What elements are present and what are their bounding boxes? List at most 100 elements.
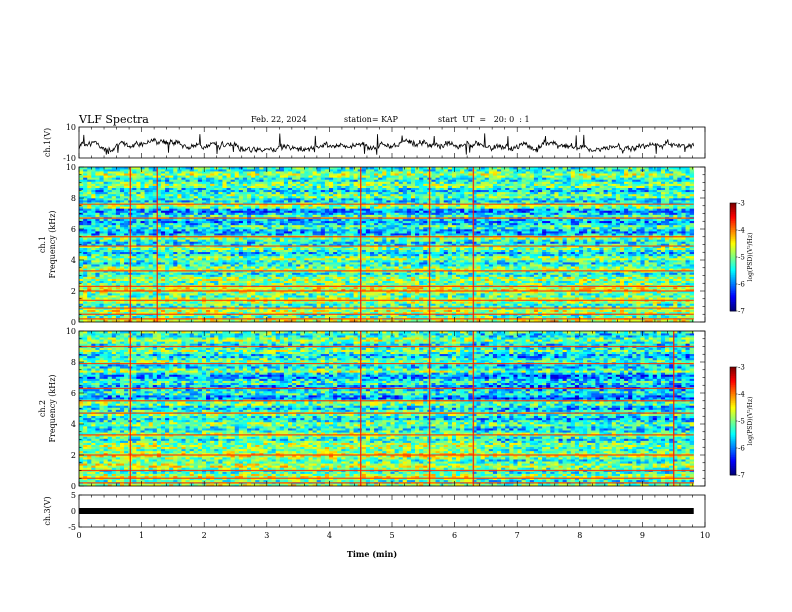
spectrogram-cell — [595, 260, 600, 263]
spectrogram-cell — [390, 280, 395, 284]
spectrogram-cell — [554, 319, 559, 323]
spectrogram-cell — [197, 260, 203, 263]
spectrogram-cell — [443, 274, 449, 277]
spectrogram-cell — [124, 305, 129, 308]
spectrogram-cell — [263, 253, 268, 257]
spectrogram-cell — [222, 268, 227, 271]
spectrogram-cell — [152, 293, 158, 296]
spectrogram-cell — [570, 286, 576, 290]
spectrogram-cell — [660, 280, 666, 284]
spectrogram-cell — [173, 315, 178, 319]
spectrogram-cell — [111, 266, 117, 269]
spectrogram-cell — [562, 315, 567, 319]
spectrogram-cell — [636, 295, 641, 298]
spectrogram-cell — [521, 297, 527, 300]
spectrogram-cell — [324, 293, 330, 296]
spectrogram-cell — [648, 268, 654, 271]
spectrogram-cell — [144, 305, 149, 308]
spectrogram-cell — [472, 278, 477, 281]
spectrogram-cell — [136, 268, 141, 271]
spectrogram-cell — [173, 295, 178, 298]
spectrogram-cell — [251, 255, 256, 259]
spectrogram-cell — [468, 319, 473, 323]
spectrogram-cell — [181, 257, 186, 261]
spectrogram-cell — [570, 319, 576, 323]
spectrogram-cell — [492, 288, 498, 292]
spectrogram-cell — [615, 311, 621, 315]
spectrogram-cell — [517, 297, 522, 300]
spectrogram-cell — [447, 307, 453, 310]
spectrogram-cell — [251, 276, 256, 279]
spectrogram-cell — [497, 309, 502, 312]
spectrogram-cell — [386, 272, 391, 275]
spectrogram-cell — [242, 270, 248, 273]
spectrogram-cell — [410, 262, 416, 265]
spectrogram-cell — [591, 313, 596, 317]
spectrogram-cell — [124, 295, 129, 298]
spectrogram-cell — [484, 278, 490, 281]
spectrogram-cell — [165, 266, 170, 269]
spectrogram-cell — [488, 270, 494, 273]
spectrogram-cell — [415, 291, 420, 294]
spectrogram-cell — [488, 262, 494, 265]
spectrogram-cell — [283, 253, 289, 257]
spectrogram-cell — [316, 272, 322, 275]
spectrogram-cell — [99, 278, 104, 281]
spectrogram-cell — [115, 313, 121, 317]
spectrogram-cell — [509, 288, 514, 292]
spectrogram-cell — [238, 286, 244, 290]
spectrogram-cell — [583, 282, 588, 286]
spectrogram-cell — [410, 288, 416, 292]
spectrogram-cell — [591, 280, 596, 284]
spectrogram-cell — [374, 319, 379, 323]
spectrogram-cell — [353, 307, 358, 310]
spectrogram-cell — [619, 305, 625, 308]
spectrogram-cell — [79, 276, 84, 279]
spectrogram-cell — [415, 272, 420, 275]
spectrogram-cell — [177, 266, 182, 269]
spectrogram-cell — [193, 305, 199, 308]
spectrogram-cell — [169, 257, 174, 261]
spectrogram-cell — [611, 307, 617, 310]
spectrogram-cell — [271, 270, 277, 273]
spectrogram-cell — [259, 307, 264, 310]
spectrogram-cell — [542, 309, 547, 312]
spectrogram-cell — [185, 291, 190, 294]
spectrogram-cell — [201, 270, 207, 273]
spectrogram-cell — [406, 303, 412, 306]
spectrogram-cell — [587, 307, 592, 310]
spectrogram-cell — [689, 305, 695, 308]
spectrogram-cell — [685, 268, 690, 271]
spectrogram-cell — [361, 276, 367, 279]
spectrogram-cell — [410, 266, 416, 269]
spectrogram-cell — [566, 260, 572, 263]
spectrogram-cell — [566, 278, 572, 281]
spectrogram-cell — [238, 280, 244, 284]
spectrogram-cell — [587, 305, 592, 308]
spectrogram-cell — [230, 274, 236, 277]
spectrogram-cell — [333, 303, 338, 306]
spectrogram-cell — [144, 295, 149, 298]
spectrogram-cell — [382, 303, 387, 306]
spectrogram-cell — [341, 286, 346, 290]
spectrogram-cell — [595, 297, 600, 300]
spectrogram-cell — [406, 315, 412, 319]
spectrogram-cell — [357, 274, 363, 277]
spectrogram-cell — [296, 266, 301, 269]
spectrogram-cell — [214, 255, 219, 259]
spectrogram-cell — [238, 295, 244, 298]
spectrogram-cell — [111, 270, 117, 273]
spectrogram-cell — [394, 260, 399, 263]
spectrogram-cell — [169, 264, 174, 267]
spectrogram-cell — [197, 319, 203, 323]
spectrogram-cell — [193, 307, 199, 310]
spectrogram-cell — [394, 288, 399, 292]
spectrogram-cell — [324, 274, 330, 277]
spectrogram-cell — [492, 255, 498, 259]
spectrogram-cell — [533, 268, 539, 271]
spectrogram-cell — [468, 274, 473, 277]
spectrogram-cell — [152, 309, 158, 312]
spectrogram-cell — [316, 295, 322, 298]
spectrogram-cell — [328, 276, 334, 279]
spectrogram-cell — [283, 272, 289, 275]
